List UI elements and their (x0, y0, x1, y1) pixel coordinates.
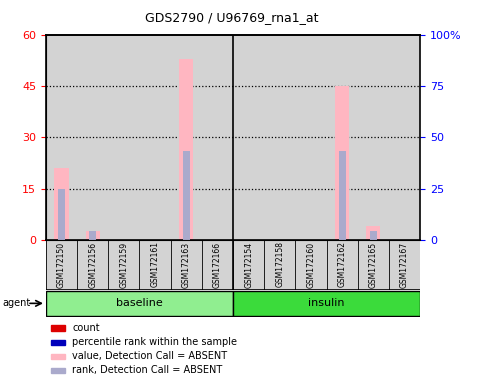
Bar (370, 232, 377, 240)
Text: GSM172161: GSM172161 (151, 242, 159, 288)
Text: GSM172158: GSM172158 (275, 242, 284, 288)
Bar (85, 232, 99, 240)
Text: GSM172156: GSM172156 (88, 242, 97, 288)
FancyBboxPatch shape (233, 291, 420, 316)
Bar (335, 86, 349, 240)
Bar (179, 58, 193, 240)
Bar (52, 339, 65, 345)
Text: GDS2790 / U96769_rna1_at: GDS2790 / U96769_rna1_at (145, 12, 319, 25)
Text: GSM172150: GSM172150 (57, 242, 66, 288)
Text: GSM172166: GSM172166 (213, 242, 222, 288)
Text: GSM172162: GSM172162 (338, 242, 347, 288)
Text: GSM172163: GSM172163 (182, 242, 191, 288)
Text: agent: agent (2, 298, 30, 308)
Bar (89, 232, 96, 240)
Bar (55, 168, 69, 240)
Bar (367, 226, 381, 240)
Text: baseline: baseline (116, 298, 163, 308)
Text: insulin: insulin (308, 298, 345, 308)
Text: percentile rank within the sample: percentile rank within the sample (72, 337, 237, 347)
Bar (58, 189, 65, 240)
Text: GSM172165: GSM172165 (369, 242, 378, 288)
Text: count: count (72, 323, 99, 333)
Text: value, Detection Call = ABSENT: value, Detection Call = ABSENT (72, 351, 227, 361)
Bar (183, 151, 190, 240)
Text: GSM172167: GSM172167 (400, 242, 409, 288)
Bar (339, 151, 346, 240)
Text: GSM172160: GSM172160 (307, 242, 315, 288)
Text: GSM172159: GSM172159 (119, 242, 128, 288)
Text: rank, Detection Call = ABSENT: rank, Detection Call = ABSENT (72, 366, 222, 376)
FancyBboxPatch shape (46, 291, 233, 316)
Bar (52, 326, 65, 331)
Bar (52, 354, 65, 359)
Text: GSM172154: GSM172154 (244, 242, 253, 288)
Bar (52, 368, 65, 373)
